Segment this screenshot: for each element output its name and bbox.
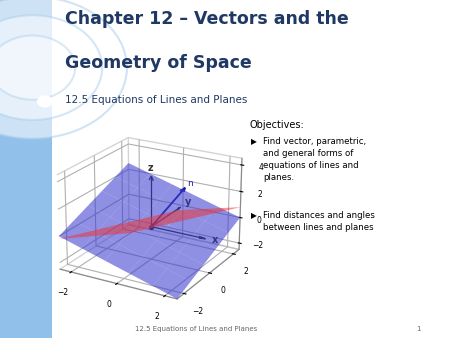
Text: ▶: ▶ xyxy=(251,137,257,146)
Text: 1: 1 xyxy=(416,326,421,332)
Text: ▶: ▶ xyxy=(251,211,257,220)
Text: Objectives:: Objectives: xyxy=(250,120,305,130)
Text: Geometry of Space: Geometry of Space xyxy=(65,54,252,72)
Text: Chapter 12 – Vectors and the: Chapter 12 – Vectors and the xyxy=(65,10,349,28)
Text: 12.5 Equations of Lines and Planes: 12.5 Equations of Lines and Planes xyxy=(65,95,248,105)
Text: Find distances and angles
between lines and planes: Find distances and angles between lines … xyxy=(263,211,375,233)
Text: 12.5 Equations of Lines and Planes: 12.5 Equations of Lines and Planes xyxy=(135,326,257,332)
Text: Find vector, parametric,
and general forms of
equations of lines and
planes.: Find vector, parametric, and general for… xyxy=(263,137,366,182)
